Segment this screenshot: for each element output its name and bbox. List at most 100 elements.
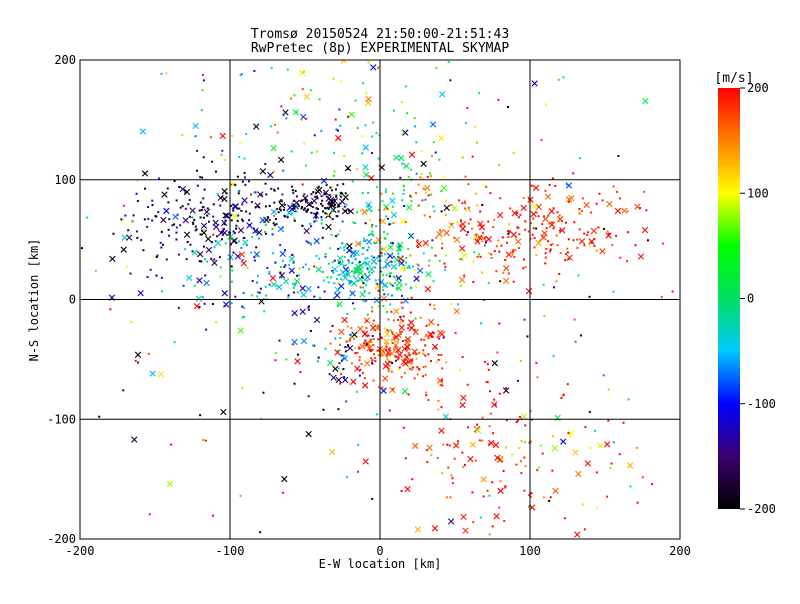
data-point <box>422 352 425 355</box>
data-point <box>433 304 436 307</box>
data-point <box>429 334 432 337</box>
data-point <box>595 249 598 252</box>
data-point <box>371 306 374 309</box>
data-point <box>185 258 188 261</box>
data-point <box>163 207 170 215</box>
data-point <box>507 272 510 275</box>
data-point <box>293 94 296 97</box>
data-point <box>522 267 525 270</box>
data-point <box>350 291 353 294</box>
data-point <box>350 270 353 273</box>
data-point <box>404 485 411 493</box>
data-point <box>473 251 476 254</box>
data-point <box>313 220 316 223</box>
data-point <box>148 513 151 516</box>
data-point <box>420 338 423 341</box>
data-point <box>651 483 654 486</box>
data-point <box>447 61 450 64</box>
data-point <box>400 101 403 104</box>
data-point <box>321 271 324 274</box>
data-point <box>160 72 163 75</box>
data-point <box>309 329 312 332</box>
data-point <box>126 234 133 241</box>
data-point <box>290 97 293 100</box>
data-point <box>329 205 332 208</box>
data-point <box>593 429 596 432</box>
data-point <box>531 80 538 87</box>
data-point <box>389 352 392 355</box>
data-point <box>627 398 630 401</box>
data-point <box>499 280 502 283</box>
data-point <box>419 316 422 319</box>
data-point <box>430 360 433 363</box>
data-point <box>363 261 366 264</box>
grid-lines <box>80 60 680 539</box>
data-point <box>428 172 431 175</box>
data-point <box>182 217 189 224</box>
data-point <box>258 291 261 294</box>
data-point <box>427 264 430 267</box>
data-point <box>259 217 266 224</box>
data-point <box>340 372 343 375</box>
data-point <box>177 253 180 256</box>
data-point <box>634 203 641 210</box>
data-point <box>293 217 296 220</box>
data-point <box>400 301 403 304</box>
data-point <box>519 460 522 463</box>
data-point <box>509 207 512 210</box>
data-point <box>610 462 613 465</box>
data-point <box>346 313 349 316</box>
data-point <box>441 367 444 370</box>
data-point <box>493 218 496 221</box>
data-point <box>213 258 216 261</box>
data-point <box>402 297 409 304</box>
data-point <box>565 182 573 189</box>
data-point <box>404 343 411 351</box>
data-point <box>458 369 461 372</box>
data-point <box>211 160 214 163</box>
data-point <box>282 114 285 117</box>
data-point <box>365 326 368 329</box>
data-point <box>291 189 294 192</box>
data-point <box>558 214 561 217</box>
data-point <box>431 525 439 532</box>
data-point <box>375 241 378 244</box>
data-point <box>622 421 625 424</box>
data-point <box>348 209 351 212</box>
data-point <box>198 209 201 212</box>
data-point <box>293 277 301 285</box>
data-point <box>386 217 389 220</box>
data-point <box>396 277 399 280</box>
data-point <box>206 260 209 263</box>
data-point <box>349 383 352 386</box>
data-point <box>296 291 299 294</box>
data-point <box>354 258 357 261</box>
data-point <box>363 330 366 333</box>
data-point <box>339 124 342 127</box>
data-point <box>471 491 474 494</box>
data-point <box>584 460 591 467</box>
data-point <box>120 218 123 221</box>
data-point <box>271 233 274 236</box>
data-point <box>279 244 282 247</box>
data-point <box>313 265 316 268</box>
data-point <box>324 193 327 196</box>
data-point <box>256 274 259 277</box>
data-point <box>232 230 235 233</box>
data-point <box>303 207 306 210</box>
data-point <box>472 233 480 241</box>
data-point <box>315 266 322 273</box>
data-point <box>360 209 363 212</box>
data-point <box>308 268 311 271</box>
data-point <box>389 197 396 204</box>
data-point <box>329 448 336 456</box>
data-point <box>496 351 499 354</box>
data-point <box>202 197 205 200</box>
data-point <box>253 259 256 262</box>
data-point <box>430 453 433 456</box>
data-point <box>436 230 443 238</box>
data-point <box>611 244 614 247</box>
data-point <box>337 367 340 370</box>
data-point <box>334 118 337 121</box>
data-point <box>303 93 311 100</box>
